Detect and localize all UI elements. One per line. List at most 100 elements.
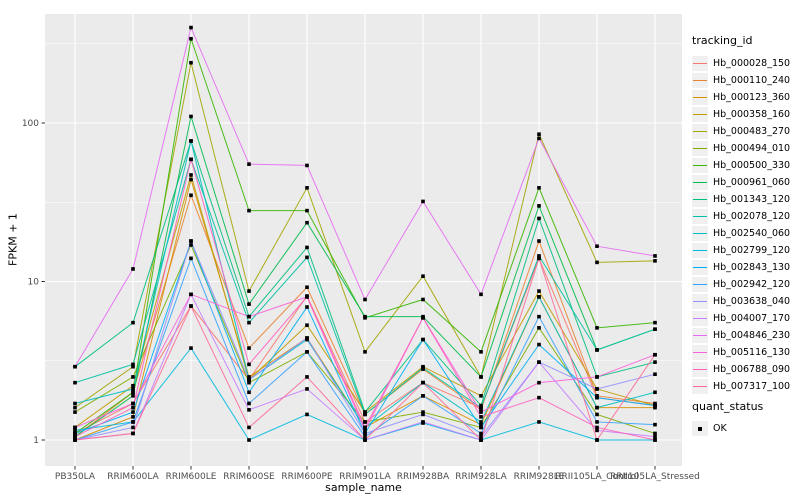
data-point [189,139,193,143]
data-point [363,428,367,433]
data-point [653,422,657,427]
series-color-line-icon [693,130,707,132]
data-point [421,274,425,279]
data-point [421,412,425,417]
data-point [421,420,425,424]
data-point [247,375,251,379]
x-tick-label: RRIM600PE [281,472,333,482]
data-point [363,412,367,417]
data-point [305,255,309,260]
data-point [73,410,77,414]
data-point [305,350,309,354]
data-point [653,405,657,410]
legend-item-Hb_000494_010: Hb_000494_010 [692,140,790,157]
data-point [595,395,599,400]
data-point [537,132,541,136]
legend-item-Hb_000500_330: Hb_000500_330 [692,157,790,174]
series-color-line-icon [693,351,707,353]
data-point [247,346,251,350]
series-color-line-icon [693,164,707,166]
data-point [131,425,135,430]
series-color-line-icon [693,368,707,370]
data-point [479,420,483,424]
data-point [131,420,135,424]
x-tick-label: RRIM901LA [339,472,391,482]
data-point [363,350,367,354]
data-point [189,304,193,308]
data-point [479,292,483,297]
data-point [73,405,77,410]
legend-item-label: Hb_001343_120 [713,193,791,205]
data-point [479,431,483,436]
data-point [479,350,483,354]
data-point [247,425,251,430]
data-point [537,342,541,347]
data-point [363,314,367,319]
legend-item-label: Hb_004007_170 [713,312,791,324]
data-point [131,383,135,388]
legend-item-Hb_001343_120: Hb_001343_120 [692,191,790,208]
data-point [479,422,483,427]
data-point [131,362,135,367]
series-color-line-icon [693,147,707,149]
data-point [131,394,135,398]
legend-item-label: Hb_002942_120 [713,278,791,290]
data-point [653,401,657,406]
legend-key-line-icon [692,242,708,258]
data-point [305,387,309,391]
legend-item-label: Hb_000028_150 [713,57,791,69]
data-point [653,327,657,332]
legend-key-line-icon [692,361,708,377]
legend-item-label: Hb_000961_060 [713,176,791,188]
legend-item-Hb_006788_090: Hb_006788_090 [692,361,790,378]
data-point [73,401,77,406]
data-point [421,366,425,370]
data-point [421,297,425,302]
data-point [131,390,135,395]
series-color-line-icon [693,232,707,234]
data-point [479,405,483,410]
legend-item-Hb_002078_120: Hb_002078_120 [692,208,790,225]
data-point [479,434,483,439]
data-point [653,352,657,357]
data-point [131,410,135,414]
data-point [247,362,251,367]
y-tick-label: 10 [28,278,40,288]
data-point [305,285,309,290]
data-point [189,292,193,297]
data-point [595,394,599,398]
data-point [595,425,599,430]
data-point [479,375,483,379]
data-point [73,364,77,369]
x-tick-label: RRIM600LA [107,472,159,482]
legend-key-line-icon [692,276,708,292]
legend-item-label: Hb_000483_270 [713,125,791,137]
legend-key-line-icon [692,293,708,309]
data-point [189,239,193,243]
series-color-line-icon [693,113,707,115]
legend-key-line-icon [692,72,708,88]
legend-item-label: Hb_000500_330 [713,159,791,171]
data-point [305,295,309,299]
data-point [189,346,193,350]
legend-item-label: Hb_003638_040 [713,295,791,307]
y-tick-label: 1 [33,436,39,446]
legend-item-label: Hb_000110_240 [713,74,791,86]
data-point [189,256,193,261]
black-square-point-icon [698,426,702,431]
data-point [305,305,309,309]
data-point [73,438,77,442]
data-point [189,177,193,182]
data-point [73,428,77,433]
legend-key-ok [692,421,708,436]
data-point [305,186,309,190]
legend-item-Hb_002540_060: Hb_002540_060 [692,225,790,242]
data-point [363,410,367,414]
data-point [479,425,483,430]
data-point [247,208,251,213]
legend-item-Hb_002942_120: Hb_002942_120 [692,276,790,293]
data-point [595,348,599,352]
data-point [537,239,541,243]
legend-item-label: Hb_002540_060 [713,227,791,239]
